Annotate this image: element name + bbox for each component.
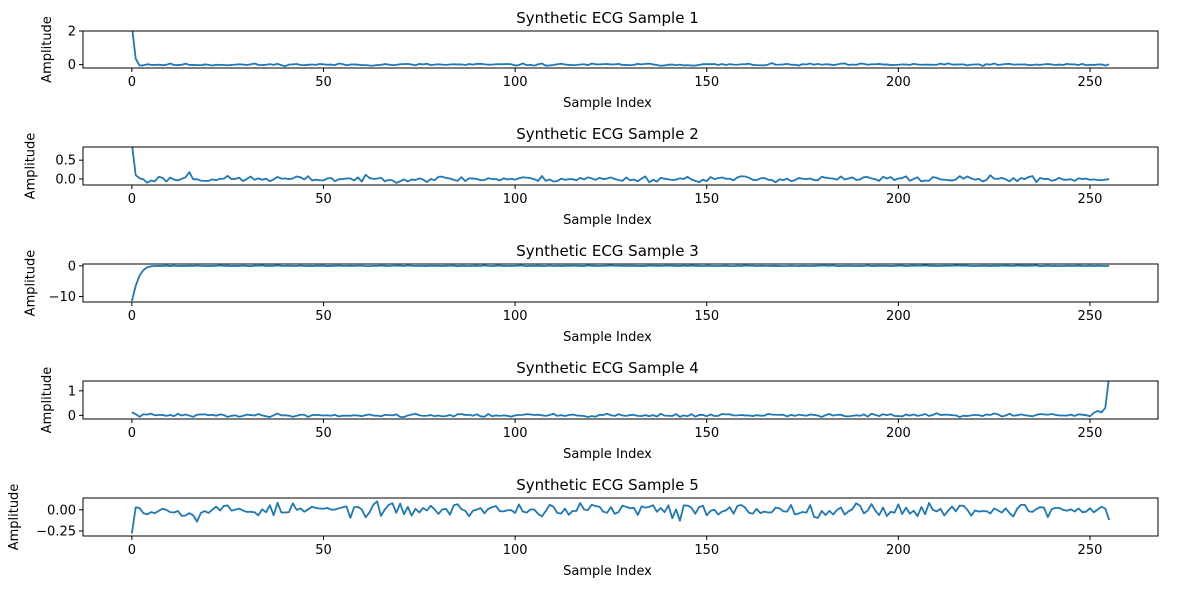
x-tick-label: 100 bbox=[503, 543, 528, 558]
y-tick-label: 1 bbox=[68, 384, 76, 399]
x-axis-label: Sample Index bbox=[563, 330, 652, 345]
chart-title: Synthetic ECG Sample 5 bbox=[516, 476, 698, 494]
series-line bbox=[131, 381, 1110, 418]
x-tick-label: 250 bbox=[1078, 543, 1103, 558]
series-line bbox=[130, 500, 1110, 534]
x-tick-label: 150 bbox=[694, 75, 719, 90]
y-axis-label: Amplitude bbox=[23, 133, 38, 200]
x-tick-label: 0 bbox=[128, 426, 136, 441]
y-axis-label: Amplitude bbox=[23, 250, 38, 317]
axes-frame bbox=[82, 380, 1159, 420]
chart-title: Synthetic ECG Sample 2 bbox=[516, 125, 698, 143]
x-axis-label: Sample Index bbox=[563, 96, 652, 111]
x-tick-label: 250 bbox=[1078, 426, 1103, 441]
y-tick-label: 2 bbox=[68, 25, 76, 40]
x-tick-label: 100 bbox=[503, 426, 528, 441]
x-tick-label: 50 bbox=[315, 309, 332, 324]
axes-frame bbox=[82, 30, 1159, 69]
x-tick-label: 150 bbox=[694, 426, 719, 441]
x-tick-label: 0 bbox=[128, 75, 136, 90]
x-tick-label: 200 bbox=[886, 75, 911, 90]
x-tick-label: 150 bbox=[694, 192, 719, 207]
y-axis-label: Amplitude bbox=[7, 484, 22, 551]
x-tick-label: 200 bbox=[886, 309, 911, 324]
y-tick-label: −10 bbox=[49, 290, 76, 305]
x-tick-label: 250 bbox=[1078, 192, 1103, 207]
series-line bbox=[131, 31, 1110, 68]
y-axis-label: Amplitude bbox=[40, 367, 55, 434]
axes-frame bbox=[82, 146, 1159, 186]
y-tick-label: 0 bbox=[68, 259, 76, 274]
y-axis-label: Amplitude bbox=[40, 16, 55, 83]
x-tick-label: 100 bbox=[503, 75, 528, 90]
chart-title: Synthetic ECG Sample 1 bbox=[516, 9, 698, 27]
x-tick-label: 100 bbox=[503, 309, 528, 324]
y-tick-label: 0 bbox=[68, 58, 76, 73]
subplot-4: 0 50 100 150 200 250 0 1 Synthetic ECG Sample 4 S… bbox=[40, 359, 1159, 462]
y-tick-label: −0.25 bbox=[36, 524, 76, 539]
subplot-2: 0 50 100 150 200 250 0.0 0.5 Synthetic ECG Sampl… bbox=[23, 125, 1159, 228]
x-tick-label: 0 bbox=[128, 543, 136, 558]
series-line bbox=[130, 264, 1110, 302]
x-tick-label: 200 bbox=[886, 426, 911, 441]
x-tick-label: 0 bbox=[128, 309, 136, 324]
subplot-1: 0 50 100 150 200 250 0 2 Synthetic ECG Sample 1 S… bbox=[40, 9, 1159, 111]
subplot-5: 0 50 100 150 200 250 −0.25 0.00 Synthetic ECG Sa… bbox=[7, 476, 1159, 579]
x-tick-label: 250 bbox=[1078, 309, 1103, 324]
axes-frame bbox=[82, 497, 1159, 537]
x-tick-label: 50 bbox=[315, 543, 332, 558]
x-tick-label: 200 bbox=[886, 543, 911, 558]
y-tick-label: 0.00 bbox=[47, 503, 76, 518]
x-axis-label: Sample Index bbox=[563, 447, 652, 462]
chart-title: Synthetic ECG Sample 4 bbox=[516, 359, 698, 377]
x-tick-label: 250 bbox=[1078, 75, 1103, 90]
axes-frame bbox=[82, 263, 1159, 303]
x-tick-label: 50 bbox=[315, 426, 332, 441]
x-tick-label: 150 bbox=[694, 543, 719, 558]
x-tick-label: 50 bbox=[315, 192, 332, 207]
chart-title: Synthetic ECG Sample 3 bbox=[516, 242, 698, 260]
x-tick-label: 100 bbox=[503, 192, 528, 207]
x-tick-label: 50 bbox=[315, 75, 332, 90]
y-tick-label: 0 bbox=[68, 409, 76, 424]
y-tick-label: 0.0 bbox=[55, 172, 76, 187]
x-axis-label: Sample Index bbox=[563, 564, 652, 579]
x-tick-label: 200 bbox=[886, 192, 911, 207]
y-tick-label: 0.5 bbox=[55, 154, 76, 169]
x-axis-label: Sample Index bbox=[563, 213, 652, 228]
x-tick-label: 0 bbox=[128, 192, 136, 207]
x-tick-label: 150 bbox=[694, 309, 719, 324]
subplot-3: 0 50 100 150 200 250 −10 0 Synthetic ECG Sample … bbox=[23, 242, 1159, 345]
series-line bbox=[131, 147, 1110, 184]
